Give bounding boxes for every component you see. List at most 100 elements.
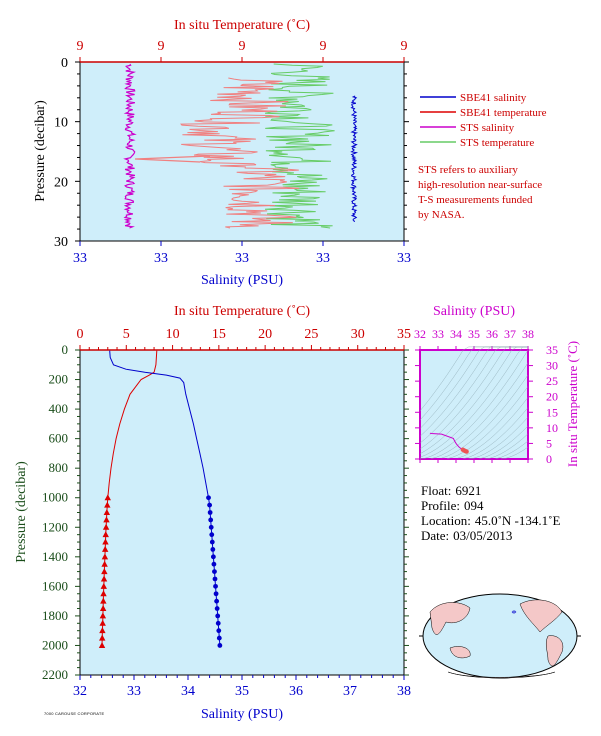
- sbe41-salinity-point: [212, 576, 218, 582]
- sbe41-temperature-point: [103, 516, 110, 523]
- top-salinity-tick-label: 33: [154, 251, 168, 266]
- top-pressure-tick-label: 30: [54, 235, 68, 250]
- main-pressure-tick-label: 0: [62, 342, 69, 357]
- note-line-2: high-resolution near-surface: [418, 179, 542, 191]
- ts-temp-tick-label: 5: [546, 436, 552, 450]
- sbe41-salinity-point: [208, 524, 214, 530]
- sbe41-salinity-point: [207, 510, 213, 515]
- sbe41-temperature-point: [100, 582, 107, 589]
- float-location-marker: *: [511, 608, 517, 620]
- sbe41-temperature-point: [101, 560, 108, 567]
- main-temp-tick-label: 20: [258, 327, 272, 342]
- top-temp-tick-label: 9: [77, 39, 84, 54]
- density-contour: [468, 416, 529, 460]
- ts-temp-axis-label: In situ Temperature (˚C): [565, 341, 580, 467]
- main-pressure-ticks: 0 200 400 600 800 1000 1200 1400 1600 1800 2000 220…: [42, 342, 409, 682]
- main-pressure-tick-label: 400: [49, 401, 69, 416]
- main-temp-ticks: 0 5 10 15 20 25 30 35: [77, 327, 411, 350]
- location-label: Location:: [421, 513, 471, 528]
- top-temp-ticks: 9 9 9 9 9: [77, 39, 408, 62]
- top-pressure-ticks: 0 10 20 30: [54, 56, 409, 250]
- top-salinity-tick-label: 33: [235, 251, 249, 266]
- sbe41-salinity-point: [215, 620, 221, 626]
- map-land-antarctica: [447, 671, 556, 679]
- sbe41-temperature-point: [99, 605, 107, 612]
- sts-salinity-trace: [123, 63, 137, 229]
- sbe41-salinity-point: [214, 598, 220, 604]
- density-contour: [441, 374, 529, 459]
- profile-label: Profile:: [421, 498, 460, 513]
- sbe41-temperature-point: [102, 531, 109, 538]
- density-contour: [484, 433, 529, 460]
- sbe41-temperature-point: [100, 590, 107, 597]
- legend-label-sts-salinity: STS salinity: [460, 122, 515, 134]
- main-temp-axis-label: In situ Temperature (˚C): [174, 304, 310, 319]
- sbe41-salinity-point: [208, 517, 214, 523]
- profile-row: Profile: 094: [421, 498, 560, 513]
- main-salinity-tick-label: 32: [73, 684, 87, 699]
- sbe41-salinity-point: [217, 643, 223, 648]
- sbe41-salinity-point: [216, 635, 222, 641]
- ts-temp-tick-label: 0: [546, 452, 552, 466]
- ts-salinity-tick-label: 36: [486, 327, 498, 341]
- density-contour: [495, 440, 529, 459]
- sbe41-temperature-point: [99, 634, 106, 641]
- sts-temperature-trace: [264, 63, 335, 229]
- map-land-north-america: [519, 599, 563, 633]
- sbe41-salinity-trace: [349, 95, 359, 222]
- float-value: 6921: [455, 483, 482, 498]
- sbe41-temperature-point: [99, 627, 106, 634]
- main-pressure-tick-label: 600: [49, 431, 69, 446]
- ts-density-contours: [419, 346, 529, 460]
- main-salinity-tick-label: 36: [289, 684, 303, 699]
- ts-temp-tick-label: 15: [546, 405, 558, 419]
- world-map: *: [419, 593, 581, 679]
- density-contour: [457, 397, 529, 459]
- main-temp-tick-label: 30: [351, 327, 365, 342]
- legend-label-sts-temperature: STS temperature: [460, 137, 534, 149]
- top-temp-tick-label: 9: [320, 39, 327, 54]
- top-temp-tick-label: 9: [401, 39, 408, 54]
- top-temp-tick-label: 9: [158, 39, 165, 54]
- top-salinity-tick-label: 33: [73, 251, 87, 266]
- ts-temp-tick-label: 25: [546, 374, 558, 388]
- ts-salinity-tick-label: 34: [450, 327, 462, 341]
- main-pressure-tick-label: 200: [49, 372, 69, 387]
- density-contour: [430, 362, 529, 459]
- sbe41-temperature-line: [101, 350, 158, 646]
- main-salinity-tick-label: 33: [127, 684, 141, 699]
- density-contour: [446, 386, 529, 459]
- sbe41-temperature-point: [101, 568, 108, 575]
- main-temp-tick-label: 35: [397, 327, 411, 342]
- top-salinity-axis-label: Salinity (PSU): [201, 273, 283, 288]
- sbe41-temperature-trace: [180, 77, 300, 229]
- sbe41-salinity-point: [211, 561, 217, 567]
- location-row: Location: 45.0˚N -134.1˚E: [421, 513, 560, 528]
- ts-salinity-ticks: 32 33 34 35 36 37 38: [414, 327, 534, 463]
- note-line-3: T-S measurements funded: [418, 194, 533, 206]
- ts-profile-point: [464, 449, 469, 454]
- main-temp-tick-label: 5: [123, 327, 130, 342]
- main-salinity-axis-label: Salinity (PSU): [201, 707, 283, 722]
- density-contour: [419, 346, 528, 458]
- ts-salinity-tick-label: 37: [504, 327, 516, 341]
- legend: SBE41 salinity SBE41 temperature STS sal…: [420, 92, 547, 149]
- sbe41-salinity-point: [207, 502, 213, 508]
- density-contour: [419, 346, 528, 450]
- main-temp-tick-label: 25: [304, 327, 318, 342]
- sbe41-salinity-point: [210, 554, 216, 560]
- main-temp-tick-label: 0: [77, 327, 84, 342]
- sbe41-temperature-point: [102, 538, 109, 545]
- main-salinity-ticks: 32 33 34 35 36 37 38: [73, 675, 411, 699]
- sbe41-temperature-point: [100, 597, 107, 604]
- sbe41-temperature-point: [103, 509, 111, 515]
- main-pressure-tick-label: 1400: [42, 549, 68, 564]
- ts-salinity-tick-label: 32: [414, 327, 426, 341]
- main-temp-tick-label: 10: [166, 327, 180, 342]
- ts-temp-tick-label: 10: [546, 421, 558, 435]
- main-pressure-tick-label: 2000: [42, 637, 68, 652]
- ts-salinity-axis-label: Salinity (PSU): [433, 304, 515, 319]
- profile-info: Float: 6921 Profile: 094 Location: 45.0˚N -…: [421, 483, 560, 543]
